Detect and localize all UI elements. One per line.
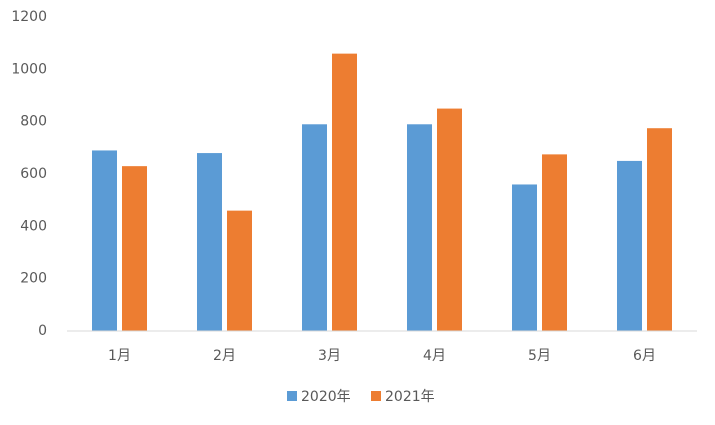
y-tick-label: 600 — [20, 166, 47, 182]
x-tick-label: 5月 — [528, 348, 551, 364]
bar — [302, 124, 327, 332]
bar — [617, 160, 642, 331]
legend-label: 2020年 — [301, 389, 351, 405]
y-tick-label: 1000 — [11, 61, 47, 77]
bar — [332, 53, 357, 332]
x-tick-label: 3月 — [318, 348, 341, 364]
y-tick-label: 0 — [38, 323, 47, 339]
y-tick-label: 800 — [20, 114, 47, 130]
bar — [227, 210, 252, 331]
x-tick-label: 4月 — [423, 348, 446, 364]
legend-swatch — [287, 391, 297, 401]
x-tick-label: 2月 — [213, 348, 236, 364]
bar — [542, 154, 567, 331]
bar — [512, 184, 537, 331]
y-tick-label: 200 — [20, 271, 47, 287]
bar — [197, 153, 222, 331]
bar — [437, 108, 462, 331]
x-tick-label: 1月 — [108, 348, 131, 364]
bar — [647, 128, 672, 331]
y-tick-label: 400 — [20, 218, 47, 234]
legend-swatch — [371, 391, 381, 401]
x-tick-label: 6月 — [633, 348, 656, 364]
bar — [407, 124, 432, 332]
y-tick-label: 1200 — [11, 9, 47, 25]
legend-label: 2021年 — [385, 389, 435, 405]
bar — [92, 150, 117, 331]
bar — [122, 166, 147, 331]
